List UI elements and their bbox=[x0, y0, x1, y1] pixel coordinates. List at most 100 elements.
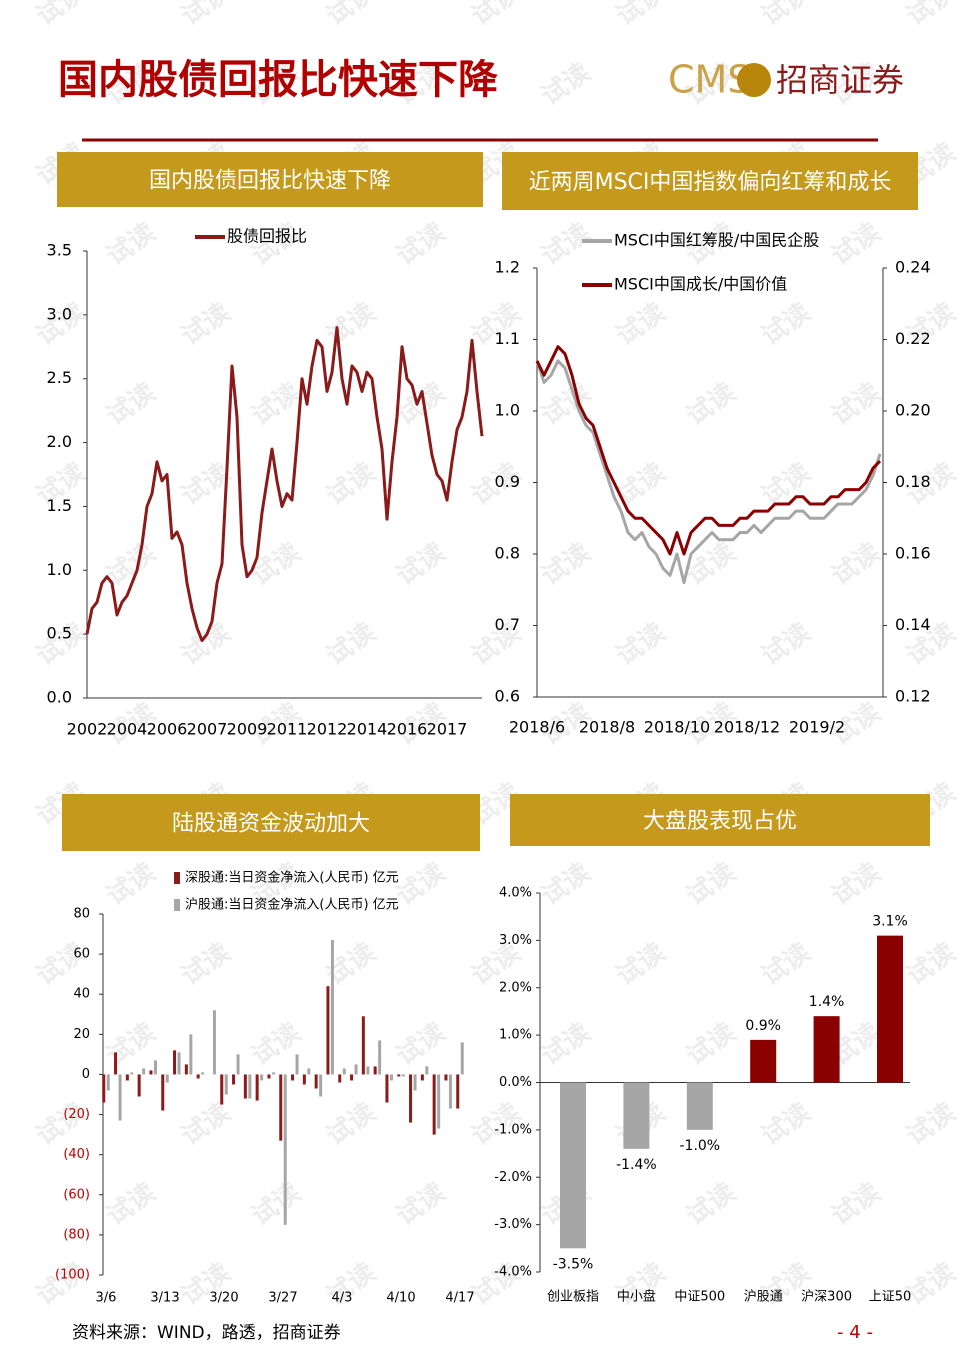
y-tick-label: 1.0 bbox=[495, 401, 520, 420]
bar bbox=[373, 1066, 377, 1075]
y-tick-label: 1.2 bbox=[495, 258, 520, 277]
legend-label: 股债回报比 bbox=[227, 227, 307, 246]
watermark: 试读 bbox=[681, 537, 741, 591]
watermark: 试读 bbox=[321, 0, 381, 32]
bar bbox=[750, 1039, 777, 1083]
bar bbox=[456, 1074, 460, 1109]
x-tick-label: 2018/10 bbox=[644, 718, 710, 737]
y-tick-label: 3.0 bbox=[47, 304, 72, 323]
y-tick-label: (100) bbox=[55, 1268, 90, 1283]
bar bbox=[460, 1042, 464, 1075]
bar bbox=[255, 1074, 259, 1101]
watermark: 试读 bbox=[756, 937, 816, 991]
y-tick-label: 1.0 bbox=[47, 560, 72, 579]
y-tick-label: 60 bbox=[73, 947, 90, 962]
watermark: 试读 bbox=[321, 937, 381, 991]
y-tick-label: 0.8 bbox=[495, 544, 520, 563]
bar bbox=[243, 1074, 247, 1099]
x-tick-label: 2018/8 bbox=[579, 718, 635, 737]
bar bbox=[432, 1074, 436, 1135]
watermark: 试读 bbox=[901, 1097, 960, 1151]
x-tick-label: 2011 bbox=[267, 720, 308, 739]
bar bbox=[196, 1074, 200, 1079]
bar bbox=[102, 1074, 106, 1103]
watermark: 试读 bbox=[101, 377, 161, 431]
bar bbox=[389, 1074, 393, 1081]
watermark: 试读 bbox=[31, 1097, 91, 1151]
bar bbox=[302, 1074, 306, 1085]
chart-title: 大盘股表现占优 bbox=[643, 809, 797, 834]
section-header bbox=[57, 152, 483, 207]
y-tick-label: 0.24 bbox=[895, 258, 931, 277]
y-tick-label: 0.0 bbox=[47, 688, 72, 707]
bar bbox=[177, 1052, 181, 1075]
y-tick-label: 2.0% bbox=[499, 980, 532, 995]
y-tick-label: 0.12 bbox=[895, 687, 931, 706]
watermark: 试读 bbox=[176, 0, 236, 32]
watermark: 试读 bbox=[826, 537, 886, 591]
watermark: 试读 bbox=[321, 617, 381, 671]
watermark: 试读 bbox=[536, 57, 596, 111]
bar bbox=[125, 1074, 129, 1081]
y-tick-label: 40 bbox=[73, 987, 90, 1002]
watermark: 试读 bbox=[826, 857, 886, 911]
watermark: 试读 bbox=[391, 537, 451, 591]
x-tick-label: 2018/12 bbox=[714, 718, 780, 737]
bar bbox=[279, 1074, 283, 1141]
bar bbox=[330, 940, 334, 1075]
bar bbox=[425, 1066, 429, 1075]
bar bbox=[385, 1074, 389, 1103]
bar bbox=[401, 1074, 405, 1077]
watermark: 试读 bbox=[611, 457, 671, 511]
value-label: 0.9% bbox=[745, 1018, 781, 1034]
page-number: - 4 - bbox=[837, 1322, 873, 1343]
chart-title: 近两周MSCI中国指数偏向红筹和成长 bbox=[529, 170, 892, 195]
y-tick-label: 3.0% bbox=[499, 933, 532, 948]
bar bbox=[623, 1082, 650, 1149]
y-tick-label: (40) bbox=[63, 1147, 90, 1162]
bar bbox=[686, 1082, 713, 1130]
bar bbox=[314, 1074, 318, 1089]
y-tick-label: -1.0% bbox=[494, 1122, 532, 1137]
y-tick-label: 0.0% bbox=[499, 1075, 532, 1090]
bar bbox=[118, 1074, 122, 1121]
watermark: 试读 bbox=[611, 0, 671, 32]
x-tick-label: 2002 bbox=[67, 720, 108, 739]
watermark: 试读 bbox=[31, 1257, 91, 1311]
watermark: 试读 bbox=[681, 857, 741, 911]
bar bbox=[248, 1074, 252, 1099]
bar bbox=[260, 1074, 264, 1081]
legend-label: MSCI中国成长/中国价值 bbox=[614, 275, 787, 294]
bar bbox=[378, 1040, 382, 1075]
watermark: 试读 bbox=[901, 0, 960, 32]
watermark: 试读 bbox=[756, 297, 816, 351]
x-tick-label: 2019/2 bbox=[789, 718, 845, 737]
bar bbox=[444, 1074, 448, 1081]
value-label: -1.0% bbox=[679, 1138, 720, 1154]
chart-title: 国内股债回报比快速下降 bbox=[149, 169, 391, 194]
bar bbox=[338, 1074, 342, 1083]
y-tick-label: 0.7 bbox=[495, 615, 520, 634]
watermark: 试读 bbox=[101, 857, 161, 911]
watermark: 试读 bbox=[101, 1017, 161, 1071]
bar bbox=[130, 1072, 134, 1075]
y-tick-label: 0.14 bbox=[895, 615, 931, 634]
bar bbox=[413, 1074, 417, 1091]
value-label: 3.1% bbox=[872, 914, 908, 930]
y-tick-label: (20) bbox=[63, 1107, 90, 1122]
watermark: 试读 bbox=[681, 1177, 741, 1231]
bar bbox=[114, 1052, 118, 1075]
line-series bbox=[85, 326, 484, 643]
value-label: -1.4% bbox=[616, 1157, 657, 1173]
watermark: 试读 bbox=[391, 1017, 451, 1071]
y-tick-label: 1.0% bbox=[499, 1028, 532, 1043]
watermark: 试读 bbox=[901, 937, 960, 991]
watermark: 试读 bbox=[536, 537, 596, 591]
bar bbox=[236, 1054, 240, 1075]
legend-swatch bbox=[174, 872, 180, 884]
y-tick-label: 0.9 bbox=[495, 472, 520, 491]
bar bbox=[307, 1068, 311, 1075]
bar bbox=[137, 1074, 141, 1097]
y-tick-label: 0 bbox=[82, 1067, 90, 1082]
line-series bbox=[535, 345, 882, 556]
